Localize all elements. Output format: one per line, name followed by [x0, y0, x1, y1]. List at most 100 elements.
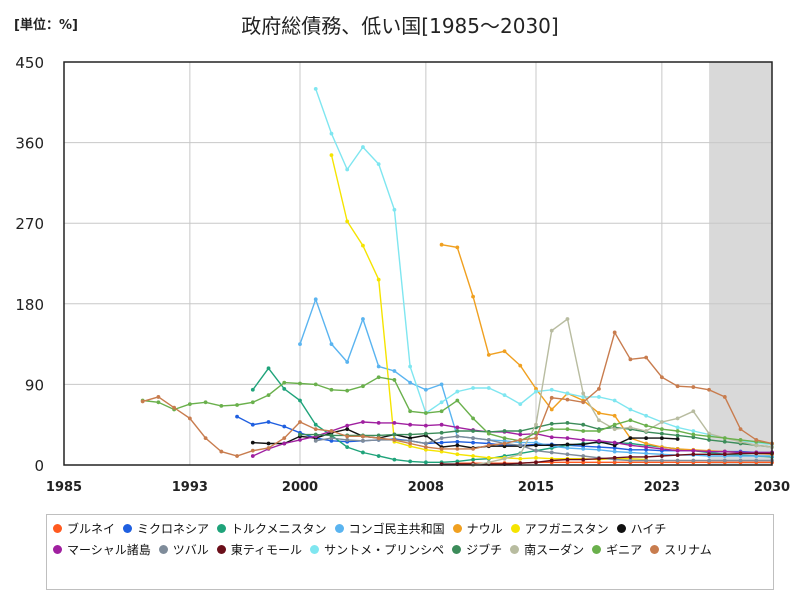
series-line	[441, 452, 772, 465]
legend-item: スリナム	[650, 541, 712, 558]
data-point	[628, 425, 633, 430]
data-point	[345, 167, 350, 172]
data-point	[408, 444, 413, 449]
data-point	[691, 429, 696, 433]
data-point	[423, 411, 428, 415]
data-point	[581, 442, 586, 447]
data-point	[628, 436, 633, 441]
data-point	[565, 397, 570, 402]
data-point	[345, 219, 350, 224]
data-point	[675, 416, 680, 421]
data-point	[408, 438, 413, 443]
legend-marker	[510, 524, 520, 533]
data-point	[502, 456, 507, 461]
data-point	[455, 434, 460, 439]
data-point	[612, 455, 617, 460]
data-point	[549, 328, 554, 333]
data-point	[250, 454, 255, 458]
data-point	[471, 457, 475, 462]
data-point	[313, 432, 318, 437]
data-point	[329, 436, 334, 441]
legend-label: スリナム	[664, 543, 712, 557]
data-point	[534, 448, 538, 453]
data-point	[722, 452, 727, 457]
x-tick-label: 1993	[172, 480, 208, 495]
data-point	[455, 425, 460, 430]
data-point	[219, 449, 224, 454]
legend-marker	[650, 545, 660, 554]
line-chart: 1985 1993 2000 2008 2015 2023 2030 0 90 180 270 360…	[15, 54, 790, 495]
data-point	[345, 423, 350, 428]
data-point	[313, 382, 318, 387]
data-point	[534, 455, 538, 460]
data-point	[313, 427, 318, 432]
data-point	[313, 297, 318, 302]
data-point	[738, 454, 743, 458]
data-point	[581, 446, 586, 451]
legend-item: ハイチ	[616, 520, 666, 537]
data-point	[581, 429, 586, 433]
data-point	[644, 447, 649, 452]
data-point	[738, 451, 743, 456]
data-point	[565, 442, 570, 447]
data-point	[455, 459, 460, 464]
data-point	[675, 458, 680, 463]
series-line	[252, 421, 772, 457]
data-point	[612, 413, 617, 418]
data-point	[722, 458, 727, 463]
legend-label: ツバル	[172, 543, 209, 557]
data-point	[597, 411, 601, 415]
legend-marker	[123, 524, 133, 533]
data-point	[298, 381, 302, 386]
legend-item: ジブチ	[452, 541, 502, 558]
data-point	[408, 459, 413, 464]
data-point	[675, 448, 680, 453]
data-point	[298, 432, 302, 437]
data-point	[565, 317, 570, 321]
data-point	[549, 421, 554, 426]
data-point	[439, 440, 444, 445]
data-point	[549, 435, 554, 440]
legend-item: 南スーダン	[510, 541, 584, 558]
data-point	[518, 461, 523, 466]
data-point	[738, 438, 743, 442]
data-point	[439, 446, 444, 451]
series-ジブチ	[298, 421, 774, 449]
data-point	[675, 425, 680, 430]
data-point	[361, 243, 365, 248]
data-point	[518, 402, 523, 407]
data-point	[345, 438, 350, 442]
legend-item: コンゴ民主共和国	[334, 520, 445, 537]
data-point	[329, 153, 334, 158]
data-point	[439, 382, 444, 387]
data-point	[722, 436, 727, 441]
legend-marker	[452, 545, 462, 554]
data-point	[219, 403, 224, 408]
series-line	[315, 88, 773, 446]
data-point	[282, 380, 287, 385]
data-point	[298, 342, 302, 346]
data-point	[172, 405, 177, 410]
x-tick-label: 2023	[644, 480, 680, 495]
data-point	[376, 436, 381, 441]
data-point	[471, 440, 475, 445]
data-point	[612, 398, 617, 403]
data-point	[392, 438, 397, 442]
data-point	[738, 427, 743, 432]
data-point	[266, 420, 271, 424]
data-point	[298, 420, 302, 424]
data-point	[282, 441, 287, 446]
data-point	[392, 207, 397, 212]
data-point	[486, 460, 491, 465]
data-point	[659, 431, 664, 436]
data-point	[471, 429, 475, 433]
legend-marker	[616, 524, 626, 533]
data-point	[345, 434, 350, 439]
x-tick-label: 2008	[408, 480, 444, 495]
data-point	[502, 349, 507, 354]
legend-item: トルクメニスタン	[217, 520, 327, 537]
x-tick-label: 2015	[518, 480, 554, 495]
data-point	[156, 395, 161, 399]
data-point	[534, 389, 538, 394]
legend-label: ミクロネシア	[137, 522, 210, 536]
